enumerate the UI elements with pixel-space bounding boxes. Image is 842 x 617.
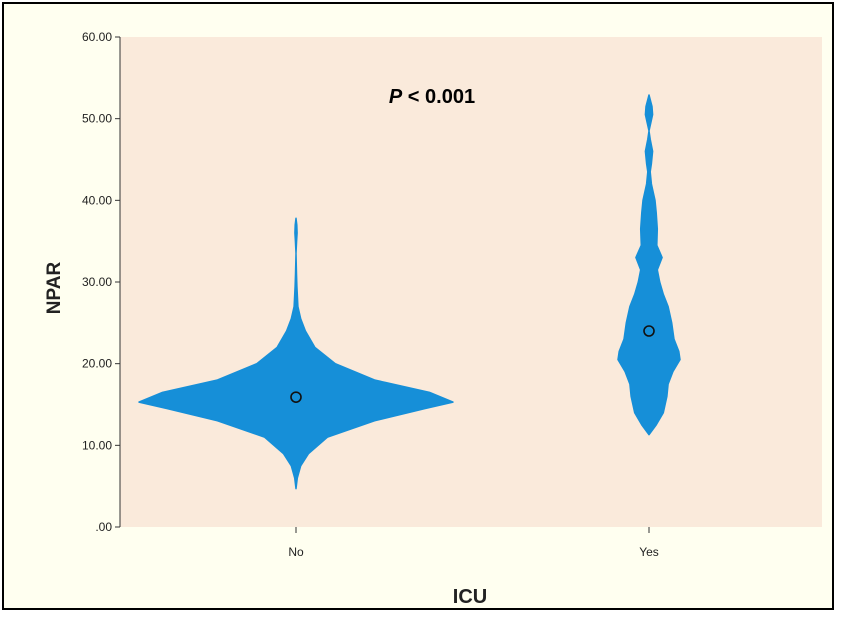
y-tick-label: 40.00 [82, 193, 112, 207]
x-tick-label: Yes [639, 545, 659, 559]
median-marker-yes [643, 325, 655, 337]
p-value-text: < 0.001 [402, 86, 475, 108]
violin-no [138, 217, 454, 490]
y-tick-label: 50.00 [82, 112, 112, 126]
y-tick-label: 60.00 [82, 30, 112, 44]
violin-yes [617, 94, 681, 436]
y-axis-title: NPAR [44, 262, 65, 315]
figure-frame: .00 10.00 20.00 30.00 40.00 50.00 60.00 No Yes … [2, 2, 834, 610]
median-marker-no [290, 391, 302, 403]
x-axis-title: ICU [453, 586, 487, 608]
y-axis: .00 10.00 20.00 30.00 40.00 50.00 60.00 [82, 30, 121, 534]
y-tick-label: 10.00 [82, 438, 112, 452]
violins [138, 94, 681, 490]
y-tick-label: 20.00 [82, 357, 112, 371]
x-axis: No Yes [288, 527, 659, 559]
x-tick-label: No [288, 545, 304, 559]
y-tick-label: .00 [95, 520, 112, 534]
p-symbol: P [389, 86, 403, 108]
y-tick-label: 30.00 [82, 275, 112, 289]
p-value-annotation: P < 0.001 [389, 86, 475, 108]
plot-area-background [120, 37, 822, 527]
